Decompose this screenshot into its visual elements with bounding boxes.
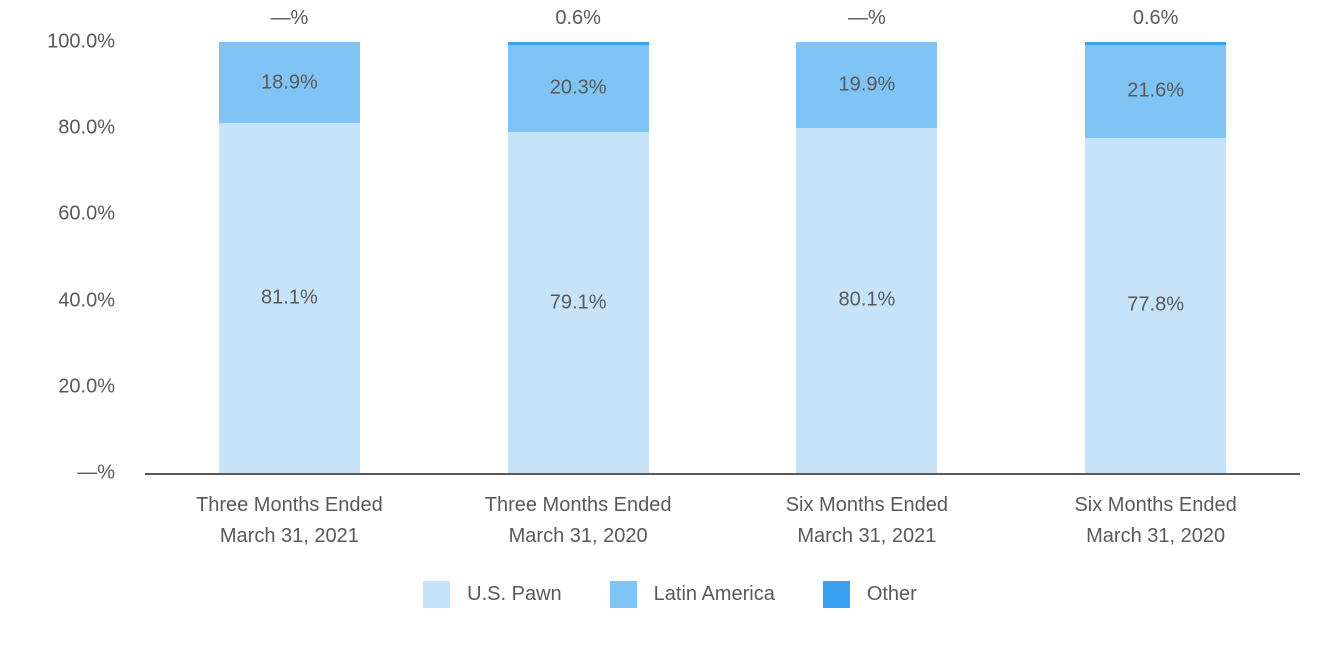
bar-segment-latin-america [218, 42, 360, 124]
category-label-line1: Three Months Ended [484, 494, 672, 516]
bar-segment-label-latin-america: 18.9% [261, 71, 318, 94]
category-label-line1: Six Months Ended [785, 494, 949, 516]
category-label-line1: Three Months Ended [195, 494, 383, 516]
bar-segment-label-u-s-pawn: 81.1% [261, 286, 318, 309]
y-axis-tick-label: 20.0% [58, 375, 115, 398]
bar-segment-latin-america [796, 42, 938, 128]
legend-swatch-other [822, 581, 850, 608]
legend-item-u-s-pawn: U.S. Pawn [423, 581, 562, 608]
y-axis-tick-label: —% [77, 461, 115, 484]
y-axis-tick-label: 100.0% [47, 30, 115, 53]
category-label: Six Months Ended March 31, 2021 [717, 490, 1017, 552]
category-label-line2: March 31, 2020 [508, 525, 648, 547]
legend-swatch-latin-america [609, 581, 637, 608]
bar-segment-label-other: —% [270, 7, 309, 29]
legend-item-latin-america: Latin America [609, 581, 775, 608]
category-label: Six Months Ended March 31, 2020 [1006, 490, 1306, 552]
category-label-line2: March 31, 2020 [1086, 525, 1226, 547]
bar-segment-label-u-s-pawn: 80.1% [838, 288, 896, 311]
legend: U.S. Pawn Latin America Other [0, 581, 1340, 608]
bar-segment-latin-america [1085, 44, 1227, 138]
bar-segment-label-other: —% [847, 7, 886, 29]
bar-segment-label-other: 0.6% [555, 7, 601, 29]
bar-segment-latin-america [507, 44, 649, 133]
x-axis-line [145, 473, 1300, 475]
bar-segment-label-other: 0.6% [1132, 7, 1179, 29]
bar-segment-label-u-s-pawn: 79.1% [549, 291, 607, 314]
bar-segment-label-latin-america: 20.3% [549, 76, 607, 99]
bar-segment-label-u-s-pawn: 77.8% [1127, 293, 1184, 316]
legend-item-label: U.S. Pawn [467, 583, 562, 605]
bar-segment-u-s-pawn [507, 132, 649, 473]
bar-segment-u-s-pawn [796, 127, 938, 473]
y-axis-tick-label: 40.0% [58, 289, 115, 312]
category-label: Three Months Ended March 31, 2020 [428, 490, 728, 552]
bar-segment-label-latin-america: 19.9% [838, 73, 896, 96]
legend-swatch-u-s-pawn [423, 581, 451, 608]
bar-segment-u-s-pawn [1085, 137, 1227, 473]
category-label-line2: March 31, 2021 [219, 525, 359, 547]
legend-item-other: Other [822, 581, 917, 608]
legend-item-label: Other [866, 583, 917, 605]
category-label-line2: March 31, 2021 [797, 525, 937, 547]
y-axis-tick-label: 80.0% [58, 116, 115, 139]
legend-item-label: Latin America [653, 583, 775, 605]
category-label-line1: Six Months Ended [1074, 494, 1237, 516]
bar-segment-other [507, 42, 649, 45]
bar-segment-u-s-pawn [218, 123, 360, 473]
y-axis-tick-label: 60.0% [58, 202, 115, 225]
bar-segment-label-latin-america: 21.6% [1127, 79, 1184, 102]
category-label: Three Months Ended March 31, 2021 [139, 490, 439, 552]
bar-segment-other [1085, 42, 1227, 45]
